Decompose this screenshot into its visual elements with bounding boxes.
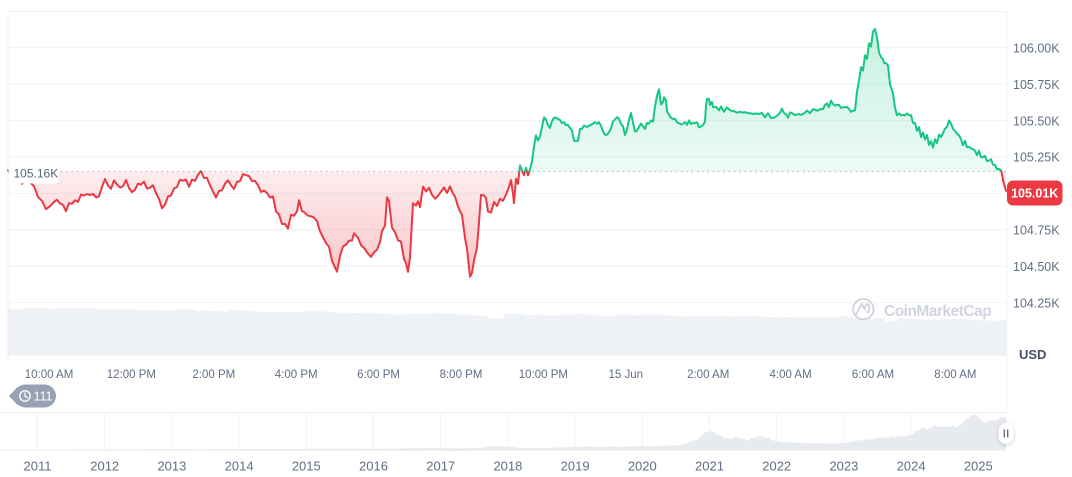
svg-text:4:00 AM: 4:00 AM bbox=[769, 369, 811, 381]
svg-text:2019: 2019 bbox=[561, 459, 590, 474]
svg-text:2017: 2017 bbox=[426, 459, 455, 474]
svg-text:2014: 2014 bbox=[225, 459, 254, 474]
svg-text:2011: 2011 bbox=[24, 459, 52, 474]
svg-text:2015: 2015 bbox=[292, 459, 321, 474]
svg-text:CoinMarketCap: CoinMarketCap bbox=[884, 303, 991, 320]
svg-text:4:00 PM: 4:00 PM bbox=[275, 369, 318, 381]
svg-text:2021: 2021 bbox=[695, 459, 724, 474]
svg-text:2:00 AM: 2:00 AM bbox=[687, 369, 729, 381]
svg-text:2016: 2016 bbox=[359, 459, 388, 474]
svg-text:10:00 AM: 10:00 AM bbox=[25, 369, 74, 381]
svg-text:6:00 PM: 6:00 PM bbox=[357, 369, 400, 381]
svg-text:105.16K: 105.16K bbox=[14, 167, 59, 181]
svg-text:6:00 AM: 6:00 AM bbox=[852, 369, 894, 381]
svg-text:2023: 2023 bbox=[829, 459, 858, 474]
svg-text:104.25K: 104.25K bbox=[1013, 296, 1060, 310]
svg-text:2020: 2020 bbox=[628, 459, 657, 474]
svg-text:105.50K: 105.50K bbox=[1013, 114, 1060, 128]
svg-text:USD: USD bbox=[1019, 347, 1046, 362]
svg-text:12:00 PM: 12:00 PM bbox=[107, 369, 156, 381]
svg-text:2:00 PM: 2:00 PM bbox=[192, 369, 235, 381]
svg-text:111: 111 bbox=[34, 390, 53, 404]
svg-text:105.75K: 105.75K bbox=[1013, 78, 1060, 92]
svg-text:2013: 2013 bbox=[157, 459, 186, 474]
svg-text:2024: 2024 bbox=[897, 459, 926, 474]
svg-text:8:00 AM: 8:00 AM bbox=[934, 369, 976, 381]
svg-text:15 Jun: 15 Jun bbox=[609, 369, 644, 381]
svg-text:10:00 PM: 10:00 PM bbox=[519, 369, 568, 381]
svg-text:2012: 2012 bbox=[90, 459, 119, 474]
svg-text:2025: 2025 bbox=[964, 459, 993, 474]
svg-text:2018: 2018 bbox=[493, 459, 522, 474]
svg-text:105.01K: 105.01K bbox=[1011, 187, 1058, 201]
svg-text:104.50K: 104.50K bbox=[1013, 260, 1060, 274]
svg-text:2022: 2022 bbox=[762, 459, 791, 474]
svg-text:8:00 PM: 8:00 PM bbox=[440, 369, 483, 381]
svg-text:106.00K: 106.00K bbox=[1013, 42, 1060, 56]
svg-text:105.25K: 105.25K bbox=[1013, 151, 1060, 165]
svg-text:104.75K: 104.75K bbox=[1013, 224, 1060, 238]
